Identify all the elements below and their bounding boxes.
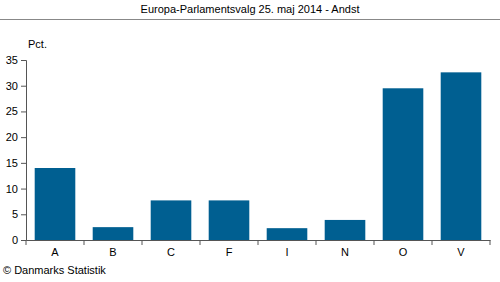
- title: Europa-Parlamentsvalg 25. maj 2014 - And…: [141, 3, 360, 15]
- bar: [93, 227, 134, 240]
- x-tick: N: [341, 240, 349, 258]
- x-separator: [374, 240, 375, 245]
- bar: [151, 200, 192, 240]
- x-separator: [200, 240, 201, 245]
- x-tick: V: [457, 240, 465, 258]
- y-tick: 10: [6, 183, 26, 195]
- x-tick: O: [399, 240, 408, 258]
- x-tick-label: I: [285, 246, 288, 258]
- source: © Danmarks Statistik: [3, 264, 106, 276]
- plot: 0 5 10 15 20 25 30 35 A B C F I N O V: [6, 54, 491, 258]
- y-tick-label: 25: [6, 105, 18, 117]
- bar: [441, 72, 482, 240]
- y-tick-mark: [21, 60, 26, 61]
- y-tick: 30: [6, 80, 26, 92]
- x-tick-label: A: [51, 246, 59, 258]
- y-axis-title: Pct.: [28, 38, 47, 50]
- y-tick: 5: [12, 208, 26, 220]
- y-tick: 0: [12, 234, 26, 246]
- x-tick: I: [285, 240, 288, 258]
- y-tick: 15: [6, 157, 26, 169]
- x-separator: [142, 240, 143, 245]
- y-axis-line: [21, 61, 27, 241]
- x-tick: C: [167, 240, 175, 258]
- y-tick-label: 5: [12, 208, 18, 220]
- x-separator: [432, 240, 433, 245]
- x-separator: [316, 240, 317, 245]
- x-separator: [258, 240, 259, 245]
- x-axis: ABCFINOV: [26, 240, 491, 258]
- x-tick-label: N: [341, 246, 349, 258]
- title-rule: [0, 19, 500, 20]
- y-tick-label: 20: [6, 131, 18, 143]
- y-tick-mark: [21, 86, 26, 87]
- y-tick-mark: [21, 214, 26, 215]
- y-tick-label: 10: [6, 183, 18, 195]
- x-separator: [26, 240, 27, 245]
- y-tick-label: 30: [6, 80, 18, 92]
- x-tick-label: C: [167, 246, 175, 258]
- y-tick-mark: [21, 189, 26, 190]
- bar: [35, 168, 76, 240]
- y-tick-mark: [21, 111, 26, 112]
- x-tick-label: B: [109, 246, 116, 258]
- y-tick: 20: [6, 131, 26, 143]
- y-tick-mark: [21, 240, 26, 241]
- y-tick-mark: [21, 163, 26, 164]
- y-tick: 35: [6, 54, 26, 66]
- bar: [267, 228, 308, 240]
- x-separator: [490, 240, 491, 245]
- y-tick-label: 35: [6, 54, 18, 66]
- x-tick-label: F: [226, 246, 233, 258]
- bar: [325, 220, 366, 240]
- y-axis: 0 5 10 15 20 25 30 35: [6, 54, 27, 246]
- bar: [383, 88, 424, 240]
- bar: [209, 200, 250, 240]
- x-tick: A: [51, 240, 59, 258]
- chart: Europa-Parlamentsvalg 25. maj 2014 - And…: [0, 0, 500, 282]
- y-tick-mark: [21, 137, 26, 138]
- y-tick-label: 15: [6, 157, 18, 169]
- x-tick: F: [226, 240, 233, 258]
- x-tick: B: [109, 240, 116, 258]
- y-tick-label: 0: [12, 234, 18, 246]
- x-tick-label: V: [457, 246, 465, 258]
- bars: [35, 72, 482, 240]
- x-separator: [84, 240, 85, 245]
- y-tick: 25: [6, 105, 26, 117]
- x-tick-label: O: [399, 246, 408, 258]
